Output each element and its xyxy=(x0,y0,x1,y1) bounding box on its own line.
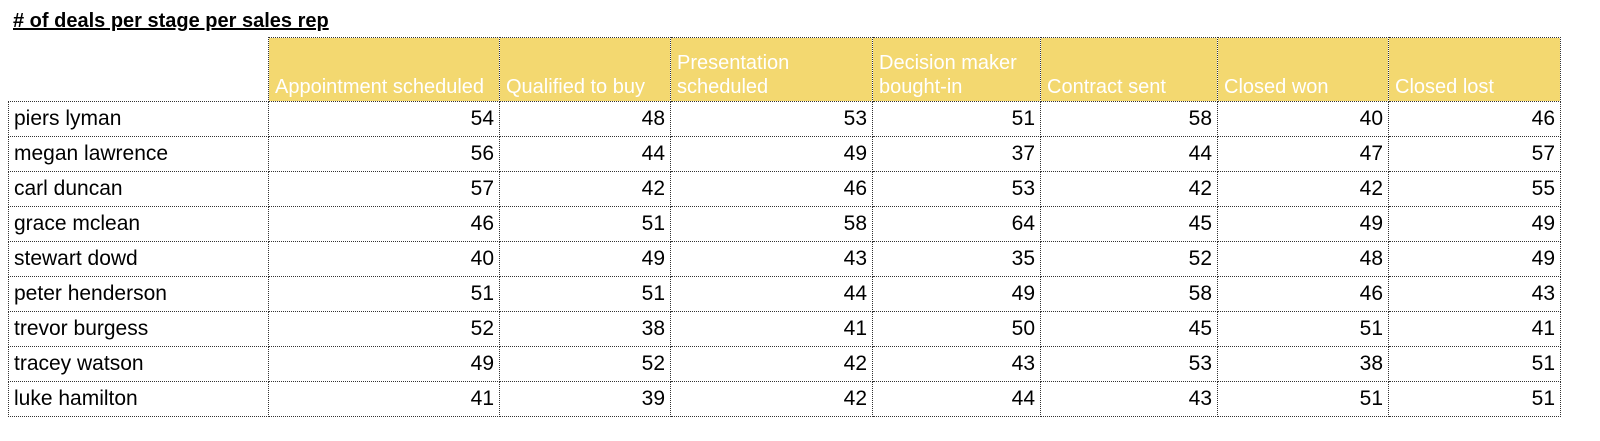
deal-count-cell[interactable]: 49 xyxy=(1217,206,1389,242)
deal-count-cell[interactable]: 43 xyxy=(872,346,1041,382)
column-header[interactable]: Presentation scheduled xyxy=(670,37,873,102)
table-row: trevor burgess 52 38 41 50 45 51 41 xyxy=(8,311,1561,347)
rep-name-cell[interactable]: grace mclean xyxy=(8,206,269,242)
rep-name-cell[interactable]: carl duncan xyxy=(8,171,269,207)
deal-count-cell[interactable]: 58 xyxy=(1040,101,1218,137)
deal-count-cell[interactable]: 55 xyxy=(1388,171,1561,207)
deal-count-cell[interactable]: 51 xyxy=(1217,381,1389,417)
deal-count-cell[interactable]: 53 xyxy=(872,171,1041,207)
deal-count-cell[interactable]: 51 xyxy=(872,101,1041,137)
sheet-title: # of deals per stage per sales rep xyxy=(13,10,329,32)
deal-count-cell[interactable]: 49 xyxy=(268,346,500,382)
deal-count-cell[interactable]: 52 xyxy=(1040,241,1218,277)
rep-name-cell[interactable]: piers lyman xyxy=(8,101,269,137)
deal-count-cell[interactable]: 43 xyxy=(1040,381,1218,417)
deal-count-cell[interactable]: 58 xyxy=(670,206,873,242)
deal-count-cell[interactable]: 57 xyxy=(1388,136,1561,172)
deal-count-cell[interactable]: 46 xyxy=(670,171,873,207)
corner-cell[interactable] xyxy=(8,37,269,102)
column-header[interactable]: Qualified to buy xyxy=(499,37,671,102)
deal-count-cell[interactable]: 45 xyxy=(1040,206,1218,242)
deal-count-cell[interactable]: 52 xyxy=(499,346,671,382)
table-row: stewart dowd 40 49 43 35 52 48 49 xyxy=(8,241,1561,277)
deal-count-cell[interactable]: 58 xyxy=(1040,276,1218,312)
deal-count-cell[interactable]: 49 xyxy=(670,136,873,172)
deal-count-cell[interactable]: 37 xyxy=(872,136,1041,172)
deal-count-cell[interactable]: 46 xyxy=(1217,276,1389,312)
deal-count-cell[interactable]: 56 xyxy=(268,136,500,172)
deal-count-cell[interactable]: 44 xyxy=(872,381,1041,417)
table-row: carl duncan 57 42 46 53 42 42 55 xyxy=(8,171,1561,207)
deal-count-cell[interactable]: 43 xyxy=(670,241,873,277)
table-row: tracey watson 49 52 42 43 53 38 51 xyxy=(8,346,1561,382)
deal-count-cell[interactable]: 41 xyxy=(1388,311,1561,347)
rep-name-cell[interactable]: trevor burgess xyxy=(8,311,269,347)
deal-count-cell[interactable]: 46 xyxy=(1388,101,1561,137)
header-row: Appointment scheduled Qualified to buy P… xyxy=(8,37,1561,102)
rep-name-cell[interactable]: stewart dowd xyxy=(8,241,269,277)
deal-count-cell[interactable]: 42 xyxy=(670,381,873,417)
column-header[interactable]: Contract sent xyxy=(1040,37,1218,102)
deal-count-cell[interactable]: 42 xyxy=(1217,171,1389,207)
deal-count-cell[interactable]: 50 xyxy=(872,311,1041,347)
table-row: grace mclean 46 51 58 64 45 49 49 xyxy=(8,206,1561,242)
deal-count-cell[interactable]: 39 xyxy=(499,381,671,417)
deal-count-cell[interactable]: 42 xyxy=(499,171,671,207)
deal-count-cell[interactable]: 45 xyxy=(1040,311,1218,347)
table-body: piers lyman 54 48 53 51 58 40 46 megan lawrence 5… xyxy=(8,101,1561,417)
deal-count-cell[interactable]: 41 xyxy=(268,381,500,417)
deal-count-cell[interactable]: 44 xyxy=(670,276,873,312)
table-row: piers lyman 54 48 53 51 58 40 46 xyxy=(8,101,1561,137)
deal-count-cell[interactable]: 57 xyxy=(268,171,500,207)
deal-count-cell[interactable]: 40 xyxy=(268,241,500,277)
rep-name-cell[interactable]: luke hamilton xyxy=(8,381,269,417)
deal-count-cell[interactable]: 42 xyxy=(1040,171,1218,207)
table-row: peter henderson 51 51 44 49 58 46 43 xyxy=(8,276,1561,312)
column-header[interactable]: Closed won xyxy=(1217,37,1389,102)
deal-count-cell[interactable]: 52 xyxy=(268,311,500,347)
deal-count-cell[interactable]: 38 xyxy=(1217,346,1389,382)
deal-count-cell[interactable]: 51 xyxy=(1217,311,1389,347)
column-header[interactable]: Decision maker bought-in xyxy=(872,37,1041,102)
deal-count-cell[interactable]: 49 xyxy=(499,241,671,277)
deal-count-cell[interactable]: 46 xyxy=(268,206,500,242)
deal-count-cell[interactable]: 41 xyxy=(670,311,873,347)
deal-count-cell[interactable]: 51 xyxy=(499,206,671,242)
deal-count-cell[interactable]: 49 xyxy=(1388,206,1561,242)
table-row: megan lawrence 56 44 49 37 44 47 57 xyxy=(8,136,1561,172)
deal-count-cell[interactable]: 42 xyxy=(670,346,873,382)
deal-count-cell[interactable]: 43 xyxy=(1388,276,1561,312)
deal-count-cell[interactable]: 51 xyxy=(268,276,500,312)
column-header[interactable]: Closed lost xyxy=(1388,37,1561,102)
deal-count-cell[interactable]: 51 xyxy=(499,276,671,312)
deal-count-cell[interactable]: 47 xyxy=(1217,136,1389,172)
deals-table: Appointment scheduled Qualified to buy P… xyxy=(8,37,1561,417)
deal-count-cell[interactable]: 49 xyxy=(872,276,1041,312)
rep-name-cell[interactable]: tracey watson xyxy=(8,346,269,382)
deal-count-cell[interactable]: 51 xyxy=(1388,346,1561,382)
deal-count-cell[interactable]: 48 xyxy=(499,101,671,137)
deal-count-cell[interactable]: 48 xyxy=(1217,241,1389,277)
deal-count-cell[interactable]: 35 xyxy=(872,241,1041,277)
deal-count-cell[interactable]: 54 xyxy=(268,101,500,137)
column-header[interactable]: Appointment scheduled xyxy=(268,37,500,102)
deal-count-cell[interactable]: 44 xyxy=(1040,136,1218,172)
table-row: luke hamilton 41 39 42 44 43 51 51 xyxy=(8,381,1561,417)
rep-name-cell[interactable]: megan lawrence xyxy=(8,136,269,172)
deal-count-cell[interactable]: 53 xyxy=(670,101,873,137)
deal-count-cell[interactable]: 40 xyxy=(1217,101,1389,137)
deal-count-cell[interactable]: 44 xyxy=(499,136,671,172)
deal-count-cell[interactable]: 38 xyxy=(499,311,671,347)
deal-count-cell[interactable]: 49 xyxy=(1388,241,1561,277)
deal-count-cell[interactable]: 53 xyxy=(1040,346,1218,382)
deal-count-cell[interactable]: 64 xyxy=(872,206,1041,242)
rep-name-cell[interactable]: peter henderson xyxy=(8,276,269,312)
deal-count-cell[interactable]: 51 xyxy=(1388,381,1561,417)
